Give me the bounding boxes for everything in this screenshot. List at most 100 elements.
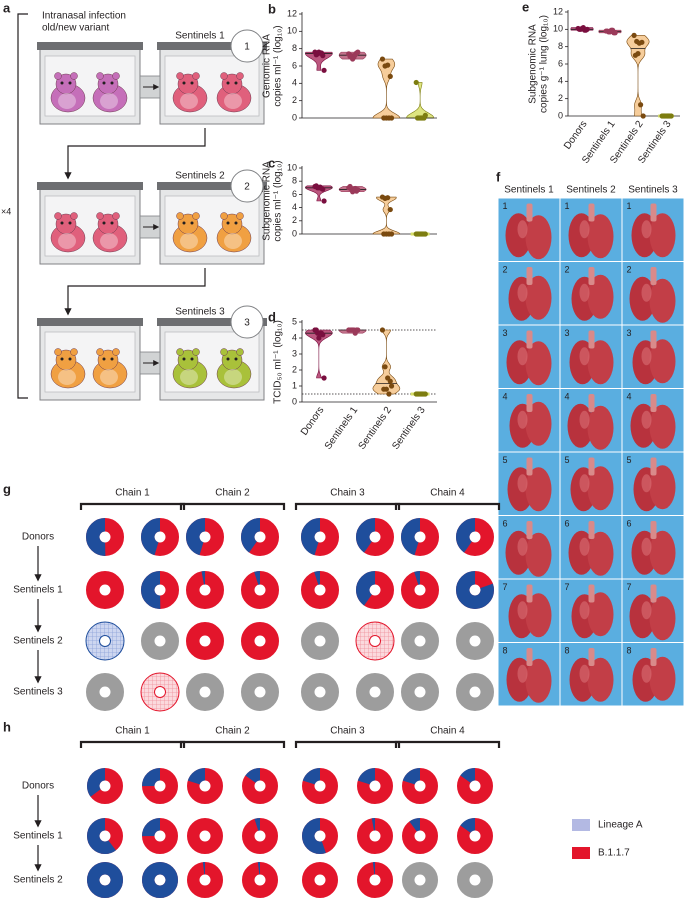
- x-tick-label: Sentinels 2: [357, 405, 395, 452]
- chain-bracket: [294, 740, 401, 748]
- donut-lineage-a: [187, 862, 223, 898]
- chain-label: Chain 3: [330, 726, 365, 737]
- hamster-ear: [54, 72, 62, 80]
- lung-highlight: [641, 474, 652, 493]
- chain-bracket: [179, 502, 286, 510]
- hamster-ear: [220, 212, 228, 220]
- lung-lobe: [587, 466, 614, 511]
- lung-highlight: [579, 664, 590, 683]
- y-tick-label: 6: [292, 60, 297, 70]
- hamster-ear: [192, 72, 200, 80]
- data-point: [413, 79, 419, 86]
- data-point: [379, 327, 386, 333]
- cell-number: 6: [627, 518, 632, 528]
- cell-number: 7: [627, 582, 632, 592]
- hamster-eye: [182, 221, 186, 225]
- hamster-head: [97, 73, 119, 95]
- trachea: [588, 521, 595, 539]
- violin: [406, 82, 434, 119]
- donut-empty: [401, 673, 439, 711]
- lung-highlight: [641, 537, 652, 556]
- lung-highlight: [579, 537, 590, 556]
- trachea: [650, 394, 657, 412]
- trachea: [650, 330, 657, 349]
- chain-bracket: [394, 740, 501, 748]
- donut-lineage-a: [302, 768, 338, 804]
- donut-lineage-a: [241, 518, 279, 556]
- cell-number: 3: [627, 328, 632, 338]
- x-tick-label: Sentinels 1: [323, 405, 361, 452]
- y-tick-label: 4: [292, 78, 297, 88]
- y-tick-label: 2: [292, 215, 297, 225]
- trachea: [650, 267, 657, 285]
- lung-lobe: [587, 274, 614, 319]
- lung-lobe: [525, 658, 552, 703]
- hamster-eye: [68, 221, 72, 225]
- data-point: [387, 378, 393, 384]
- donut-lineage-a: [141, 571, 179, 609]
- chain-bracket: [179, 740, 286, 748]
- donut-empty: [456, 622, 494, 660]
- trachea: [650, 521, 657, 539]
- chain-label: Chain 1: [115, 488, 150, 499]
- hamster-belly: [100, 233, 118, 249]
- donut-lineage-a: [242, 862, 278, 898]
- lung-highlight: [641, 347, 652, 366]
- lung-highlight: [579, 283, 590, 302]
- lung-highlight: [517, 664, 528, 683]
- y-axis-label: Genomic RNA: [262, 34, 273, 98]
- trachea: [650, 584, 657, 603]
- trachea: [588, 648, 595, 666]
- hamster-eye: [190, 81, 194, 85]
- hamster-head: [55, 349, 77, 371]
- data-point: [355, 327, 361, 333]
- data-point: [387, 73, 393, 79]
- hamster-eye: [182, 81, 186, 85]
- y-tick-label: 2: [292, 364, 297, 374]
- cell-number: 7: [503, 582, 508, 592]
- lung-highlight: [517, 537, 528, 556]
- data-point: [313, 327, 319, 333]
- donut-empty: [402, 862, 438, 898]
- panel-letter: g: [3, 481, 11, 496]
- data-point: [386, 391, 392, 397]
- column-header: Sentinels 2: [566, 185, 616, 196]
- lung-highlight: [579, 474, 590, 493]
- hamster-belly: [224, 233, 242, 249]
- lung-lobe: [649, 656, 676, 701]
- data-point: [321, 67, 327, 73]
- cell-number: 7: [565, 582, 570, 592]
- data-point: [355, 49, 361, 55]
- donut-lineage-a: [186, 518, 224, 556]
- cell-number: 8: [503, 645, 508, 655]
- hamster-eye: [110, 221, 114, 225]
- y-tick-label: 2: [558, 93, 563, 103]
- donut-lineage-a: [402, 768, 438, 804]
- cell-number: 3: [565, 328, 570, 338]
- violin: [626, 35, 650, 117]
- donut-lineage-a: [357, 768, 393, 804]
- hamster-eye: [226, 221, 230, 225]
- donut-b117: [302, 862, 338, 898]
- data-point: [584, 26, 590, 32]
- donut-lineage-a: [356, 571, 394, 609]
- donut-lineage-a: [242, 768, 278, 804]
- donut-lineage-a: [87, 862, 123, 898]
- x-tick-label: Donors: [299, 405, 327, 438]
- trachea: [588, 330, 595, 349]
- panel-letter: d: [268, 309, 276, 324]
- hamster-eye: [110, 357, 114, 361]
- lung-lobe: [525, 215, 552, 260]
- lung-highlight: [579, 347, 590, 366]
- donut-lineage-a: [457, 768, 493, 804]
- y-tick-label: 0: [292, 396, 297, 406]
- donut-lineage-a: [357, 818, 393, 854]
- stage-circle: [230, 29, 264, 63]
- stage-label: Sentinels 3: [175, 307, 225, 318]
- data-point: [385, 62, 391, 68]
- donut-lineage-a: [401, 518, 439, 556]
- cell-number: 5: [565, 455, 570, 465]
- hamster-head: [97, 213, 119, 235]
- donut-lineage-a: [301, 518, 339, 556]
- hamster-eye: [234, 221, 238, 225]
